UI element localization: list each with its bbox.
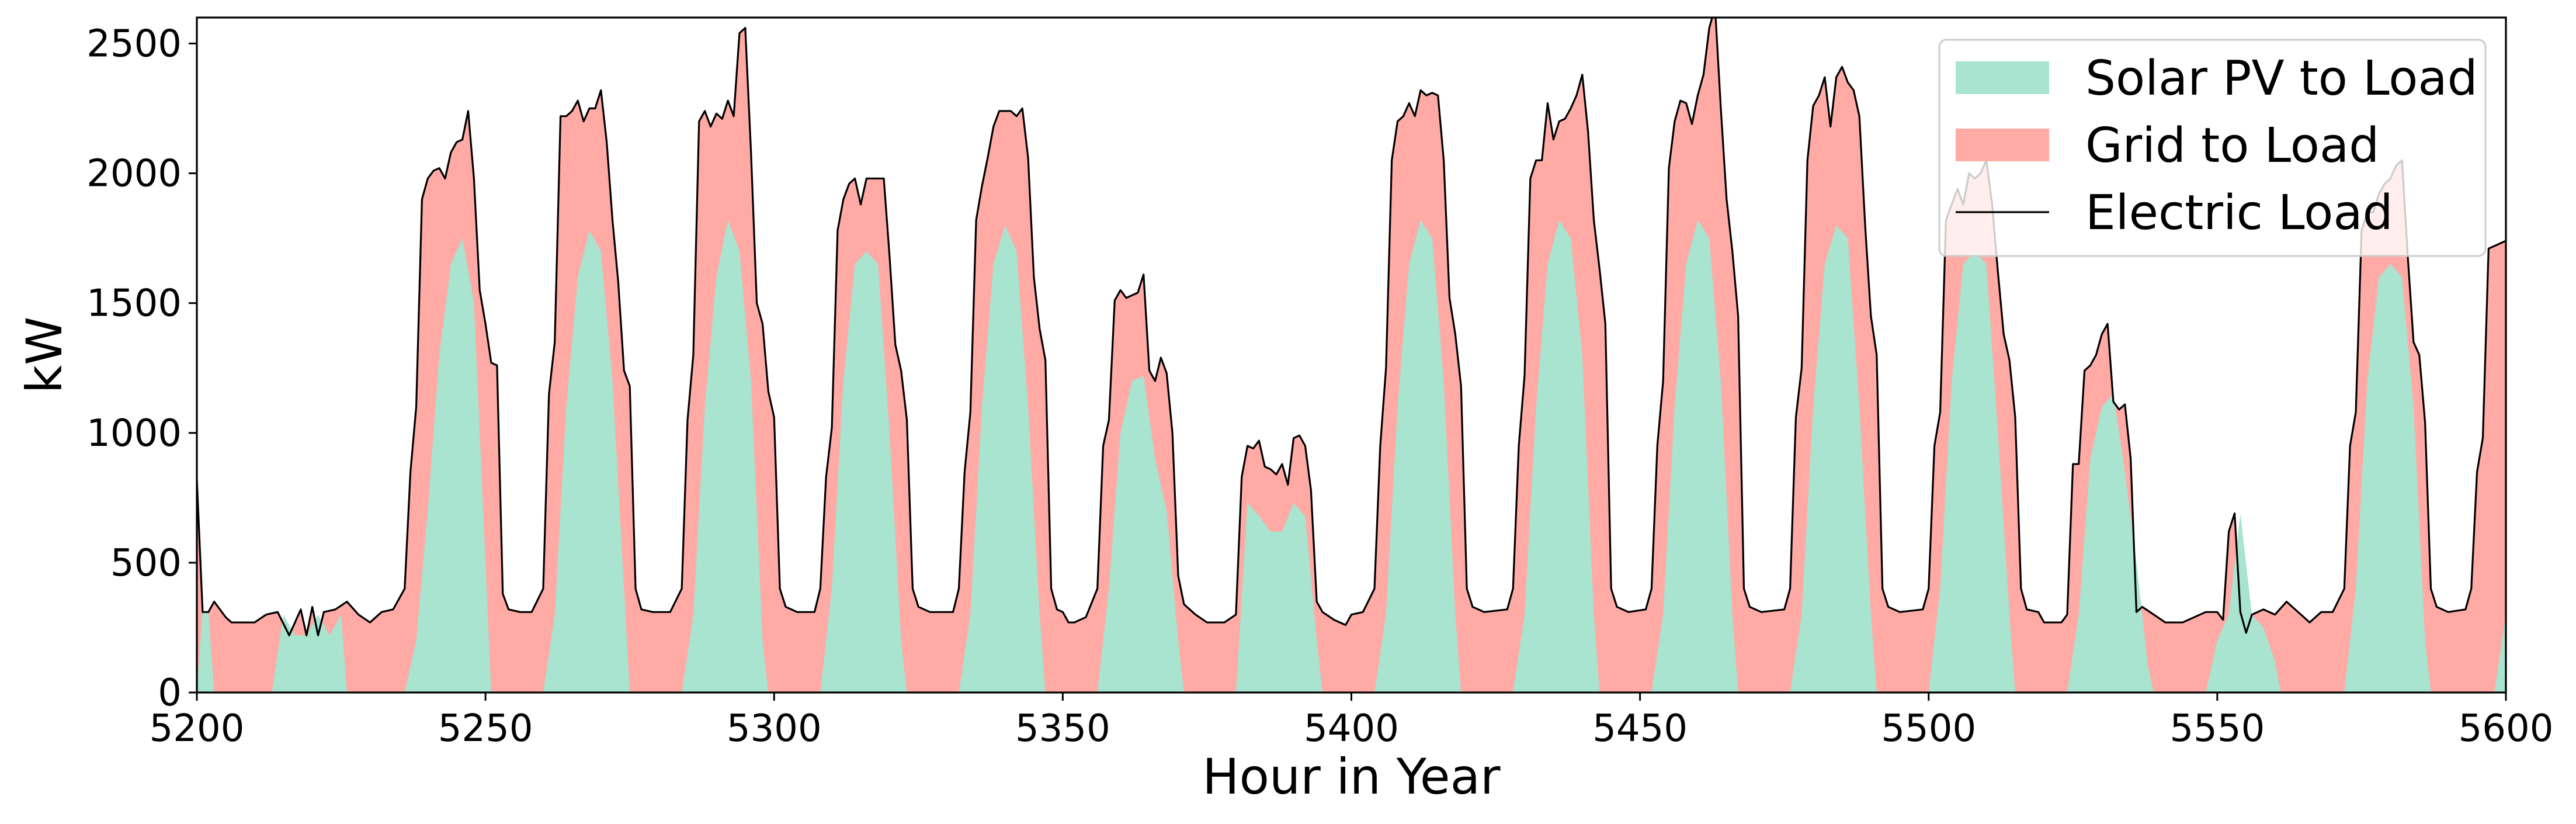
plot-area (197, 18, 2506, 693)
y-tick-label: 2000 (86, 153, 182, 196)
legend-label-electric-load: Electric Load (2085, 185, 2393, 241)
legend-swatch-solar-pv-to-load (1956, 61, 2049, 94)
x-tick-label: 5550 (2169, 707, 2265, 750)
x-tick-label: 5200 (150, 707, 245, 750)
y-tick-label: 500 (110, 542, 182, 585)
y-tick-label: 1500 (86, 282, 182, 326)
x-axis-title: Hour in Year (1202, 748, 1501, 805)
legend-swatch-grid-to-load (1956, 129, 2049, 161)
legend: Solar PV to Load Grid to Load Electric Loa… (1938, 39, 2487, 257)
y-axis-title: kW (16, 317, 73, 394)
x-tick-label: 5250 (438, 707, 533, 750)
legend-box (1938, 39, 2487, 257)
legend-label-grid-to-load: Grid to Load (2085, 118, 2379, 174)
x-tick-label: 5600 (2459, 707, 2554, 750)
x-tick-label: 5450 (1592, 707, 1688, 750)
y-tick-label: 2500 (86, 22, 182, 65)
series-line-electric-load (197, 18, 2506, 636)
y-tick-label: 0 (158, 671, 182, 715)
y-tick-label: 1000 (86, 412, 182, 455)
y-axis: 0 500 1000 1500 2000 2500 (86, 22, 197, 715)
x-tick-label: 5500 (1881, 707, 1976, 750)
x-tick-label: 5400 (1304, 707, 1399, 750)
series-area-solar-pv-to-load (197, 220, 2506, 693)
x-tick-label: 5350 (1015, 707, 1110, 750)
series-area-grid-to-load (197, 18, 2506, 693)
legend-label-solar-pv-to-load: Solar PV to Load (2085, 51, 2478, 106)
x-axis: 5200 5250 5300 5350 5400 5450 5500 5550 5600 (150, 693, 2554, 750)
x-tick-label: 5300 (727, 707, 822, 750)
